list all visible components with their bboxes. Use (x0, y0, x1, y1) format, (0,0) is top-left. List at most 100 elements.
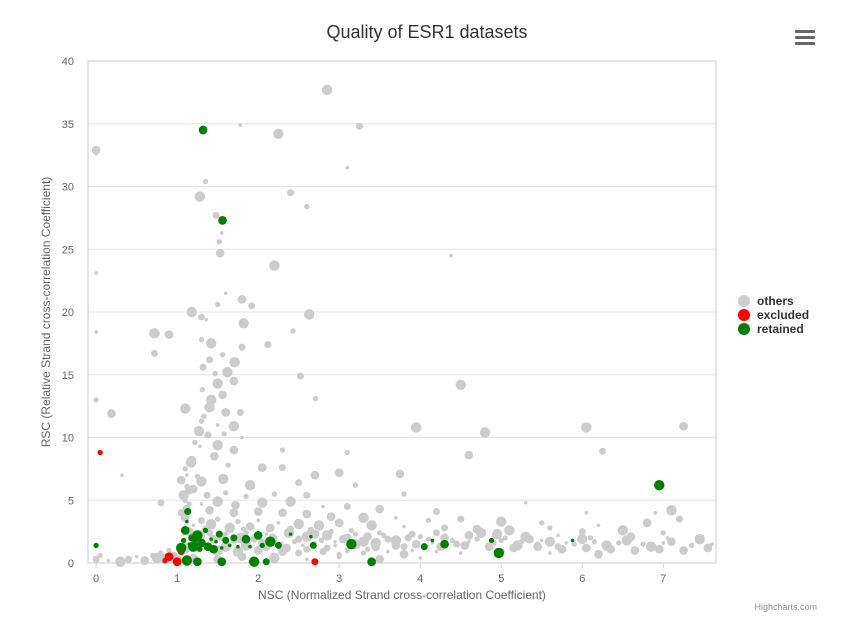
data-point-others[interactable] (401, 491, 407, 497)
data-point-others[interactable] (502, 535, 508, 541)
data-point-others[interactable] (240, 526, 247, 532)
data-point-others[interactable] (290, 328, 296, 334)
data-point-others[interactable] (228, 421, 240, 432)
data-point-others[interactable] (202, 178, 209, 185)
data-point-retained[interactable] (488, 537, 495, 544)
data-point-others[interactable] (185, 457, 197, 468)
data-point-others[interactable] (402, 524, 406, 529)
data-point-retained[interactable] (228, 543, 232, 548)
data-point-others[interactable] (205, 505, 214, 515)
data-point-others[interactable] (223, 291, 228, 295)
data-point-others[interactable] (390, 535, 402, 546)
data-point-others[interactable] (417, 533, 423, 540)
data-point-others[interactable] (547, 525, 553, 531)
data-point-others[interactable] (256, 518, 260, 523)
data-point-others[interactable] (192, 439, 198, 446)
data-point-others[interactable] (264, 341, 272, 349)
data-point-others[interactable] (238, 123, 243, 127)
data-point-others[interactable] (221, 431, 227, 437)
data-point-others[interactable] (679, 421, 688, 431)
data-point-others[interactable] (386, 549, 390, 554)
data-point-others[interactable] (94, 152, 98, 156)
data-point-others[interactable] (321, 504, 325, 509)
data-point-others[interactable] (180, 403, 191, 414)
data-point-others[interactable] (269, 260, 280, 271)
data-point-others[interactable] (218, 473, 229, 485)
data-point-retained[interactable] (230, 534, 238, 542)
data-point-retained[interactable] (188, 541, 199, 552)
data-point-others[interactable] (591, 539, 598, 545)
data-point-others[interactable] (218, 390, 227, 400)
data-point-others[interactable] (458, 551, 463, 555)
data-point-others[interactable] (352, 531, 359, 537)
data-point-others[interactable] (313, 520, 325, 531)
data-point-retained[interactable] (236, 544, 240, 549)
data-point-others[interactable] (186, 306, 197, 318)
data-point-others[interactable] (151, 552, 163, 564)
data-point-others[interactable] (475, 527, 487, 539)
data-point-retained[interactable] (184, 508, 192, 516)
data-point-others[interactable] (578, 528, 586, 536)
data-point-others[interactable] (498, 537, 504, 544)
data-point-others[interactable] (334, 518, 344, 528)
data-point-others[interactable] (296, 372, 304, 380)
data-point-others[interactable] (199, 363, 207, 371)
data-point-others[interactable] (91, 145, 101, 155)
data-point-retained[interactable] (259, 542, 265, 549)
data-point-others[interactable] (199, 387, 205, 393)
data-point-others[interactable] (395, 469, 405, 479)
data-point-others[interactable] (689, 542, 695, 549)
data-point-others[interactable] (236, 408, 244, 416)
data-point-others[interactable] (594, 549, 603, 559)
data-point-retained[interactable] (430, 538, 435, 543)
data-point-others[interactable] (661, 541, 666, 545)
data-point-retained[interactable] (192, 530, 203, 541)
data-point-others[interactable] (293, 518, 304, 530)
data-point-others[interactable] (198, 444, 202, 449)
data-point-others[interactable] (667, 537, 676, 547)
data-point-others[interactable] (411, 539, 421, 549)
data-point-others[interactable] (571, 541, 577, 547)
data-point-others[interactable] (285, 496, 296, 507)
data-point-others[interactable] (344, 547, 350, 554)
data-point-retained[interactable] (440, 539, 449, 549)
hamburger-menu-icon[interactable] (793, 27, 817, 47)
data-point-others[interactable] (399, 549, 409, 559)
data-point-retained[interactable] (241, 534, 251, 544)
data-point-others[interactable] (587, 535, 594, 541)
data-point-others[interactable] (245, 522, 255, 531)
data-point-others[interactable] (694, 533, 705, 545)
credits-link[interactable]: Highcharts.com (754, 602, 817, 612)
data-point-retained[interactable] (185, 519, 189, 524)
data-point-retained[interactable] (309, 534, 313, 539)
data-point-others[interactable] (178, 490, 189, 501)
data-point-retained[interactable] (654, 479, 665, 491)
data-point-excluded[interactable] (97, 449, 103, 456)
data-point-others[interactable] (375, 554, 385, 564)
data-point-others[interactable] (269, 552, 280, 564)
data-point-others[interactable] (253, 546, 263, 555)
data-point-others[interactable] (97, 552, 103, 559)
data-point-others[interactable] (229, 508, 239, 518)
data-point-retained[interactable] (570, 538, 575, 543)
data-point-others[interactable] (318, 537, 325, 544)
data-point-others[interactable] (253, 507, 263, 516)
data-point-others[interactable] (229, 445, 239, 455)
data-point-others[interactable] (377, 530, 383, 536)
data-point-others[interactable] (222, 367, 233, 378)
data-point-others[interactable] (355, 122, 363, 130)
data-point-others[interactable] (425, 536, 431, 542)
data-point-others[interactable] (212, 211, 220, 219)
data-point-others[interactable] (94, 330, 98, 334)
data-point-others[interactable] (441, 524, 449, 532)
data-point-others[interactable] (676, 515, 684, 523)
data-point-others[interactable] (198, 418, 205, 424)
data-point-others[interactable] (120, 473, 124, 477)
data-point-others[interactable] (157, 499, 165, 507)
data-point-others[interactable] (394, 516, 398, 520)
data-point-others[interactable] (418, 556, 423, 560)
data-point-others[interactable] (203, 491, 211, 499)
data-point-others[interactable] (232, 546, 244, 557)
data-point-others[interactable] (645, 541, 657, 552)
data-point-others[interactable] (106, 558, 111, 563)
